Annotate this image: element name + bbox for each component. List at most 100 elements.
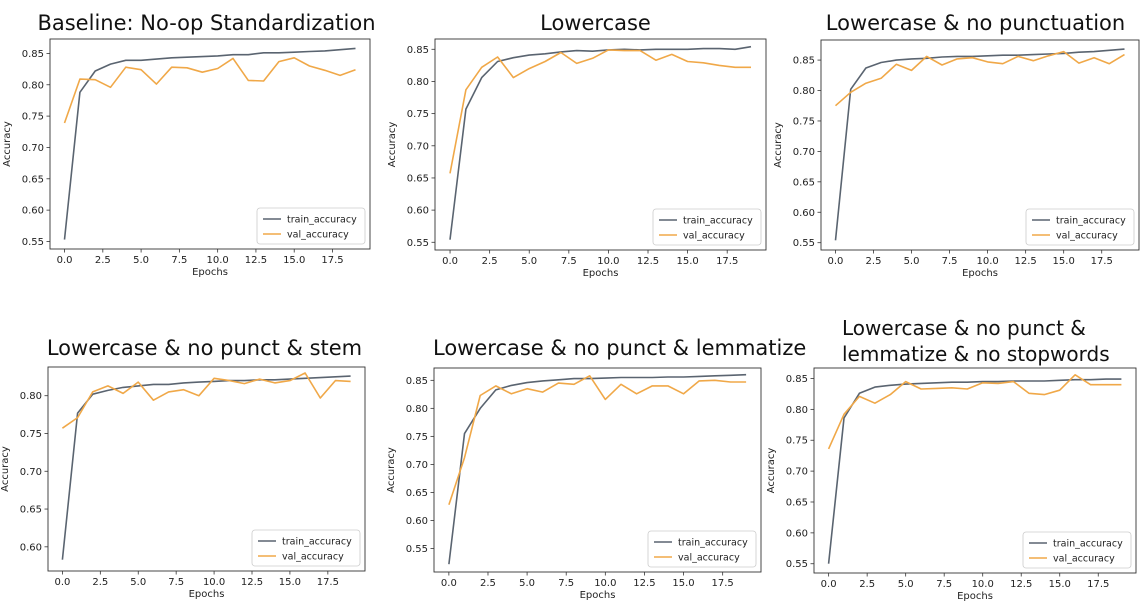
- y-tick-label: 0.80: [22, 80, 44, 91]
- x-tick-label: 15.0: [1049, 579, 1071, 590]
- y-tick-label: 0.55: [793, 238, 815, 249]
- y-tick-label: 0.75: [20, 429, 42, 440]
- chart-title: Lowercase & no punct & lemmatize & no st…: [842, 315, 1143, 367]
- chart-title: Lowercase & no punct & lemmatize: [433, 336, 807, 360]
- y-tick-label: 0.55: [407, 238, 429, 249]
- y-tick-label: 0.60: [786, 528, 808, 539]
- x-tick-label: 12.5: [241, 577, 263, 588]
- x-axis-label: Epochs: [189, 589, 225, 600]
- y-tick-label: 0.70: [793, 147, 815, 158]
- x-tick-label: 10.0: [976, 256, 998, 267]
- x-tick-label: 5.0: [898, 579, 914, 590]
- legend-box: [652, 208, 762, 246]
- y-tick-label: 0.75: [22, 112, 44, 123]
- y-tick-label: 0.70: [407, 141, 429, 152]
- legend-label: val_accuracy: [678, 553, 740, 564]
- y-tick-label: 0.70: [406, 460, 428, 471]
- x-tick-label: 17.5: [1091, 256, 1113, 267]
- legend-label: train_accuracy: [1053, 539, 1123, 550]
- y-tick-label: 0.75: [406, 432, 428, 443]
- chart-panel-stem: Lowercase & no punct & stem 0.0 2.5 5.0 7.5…: [0, 300, 381, 615]
- x-tick-label: 2.5: [482, 256, 498, 267]
- x-tick-label: 0.0: [828, 256, 844, 267]
- x-tick-label: 7.5: [558, 578, 574, 589]
- x-axis-label: Epochs: [580, 590, 616, 601]
- x-tick-label: 5.0: [130, 577, 146, 588]
- x-tick-label: 2.5: [480, 578, 496, 589]
- y-tick-label: 0.55: [786, 559, 808, 570]
- series-line-train-accuracy: [448, 373, 747, 565]
- chart-svg: 0.0 2.5 5.0 7.5 10.0 12.5 15.0 17.5 0.55 0.60 0.65…: [766, 367, 1137, 602]
- y-tick-label: 0.60: [406, 516, 428, 527]
- y-tick-label: 0.85: [407, 45, 429, 56]
- x-tick-label: 17.5: [712, 578, 734, 589]
- y-tick-label: 0.70: [20, 467, 42, 478]
- legend-box: [256, 207, 366, 245]
- chart-svg: 0.0 2.5 5.0 7.5 10.0 12.5 15.0 17.5 0.60 0.65 0.70…: [0, 366, 366, 600]
- chart-panel-lemmatize: Lowercase & no punct & lemmatize 0.0 2.5 5…: [381, 300, 807, 615]
- x-tick-label: 2.5: [95, 255, 111, 266]
- legend-label: val_accuracy: [282, 552, 344, 563]
- plot-frame: [813, 367, 1137, 574]
- x-tick-label: 10.0: [597, 256, 619, 267]
- x-tick-label: 15.0: [676, 256, 698, 267]
- x-axis-label: Epochs: [192, 267, 228, 278]
- series-line-val-accuracy: [834, 50, 1125, 107]
- legend-box: [1022, 531, 1132, 569]
- x-tick-label: 2.5: [92, 577, 108, 588]
- legend-box: [647, 530, 757, 568]
- y-tick-label: 0.85: [406, 376, 428, 387]
- chart-title: Lowercase & no punctuation: [825, 11, 1126, 35]
- y-tick-label: 0.80: [407, 77, 429, 88]
- y-axis-label: Accuracy: [387, 122, 398, 168]
- y-tick-label: 0.55: [406, 544, 428, 555]
- y-tick-label: 0.65: [407, 173, 429, 184]
- y-tick-label: 0.65: [20, 505, 42, 516]
- y-tick-label: 0.60: [407, 206, 429, 217]
- plot-frame: [49, 38, 371, 250]
- chart-panel-no-punctuation: Lowercase & no punctuation 0.0 2.5 5.0 7.5 1…: [762, 0, 1143, 300]
- plot-frame: [433, 367, 762, 573]
- x-axis-label: Epochs: [583, 268, 619, 279]
- series-line-val-accuracy: [61, 372, 351, 429]
- chart-title: Lowercase: [540, 11, 651, 35]
- series-line-train-accuracy: [834, 48, 1125, 241]
- x-axis-label: Epochs: [962, 268, 998, 279]
- y-tick-label: 0.75: [786, 436, 808, 447]
- y-tick-label: 0.70: [786, 467, 808, 478]
- y-tick-label: 0.80: [406, 404, 428, 415]
- x-tick-label: 0.0: [442, 256, 458, 267]
- x-tick-label: 12.5: [633, 578, 655, 589]
- x-tick-label: 17.5: [1087, 579, 1109, 590]
- y-tick-label: 0.65: [786, 497, 808, 508]
- x-tick-label: 10.0: [594, 578, 616, 589]
- series-line-val-accuracy: [449, 49, 751, 174]
- chart-svg: 0.0 2.5 5.0 7.5 10.0 12.5 15.0 17.5 0.55 0.60 0.65…: [387, 38, 767, 279]
- legend-label: val_accuracy: [683, 231, 745, 242]
- chart-title-line1: Lowercase & no punct &: [842, 316, 1086, 340]
- chart-panel-baseline: Baseline: No-op Standardization 0.0 2.5 5.…: [0, 0, 381, 300]
- chart-title-line2: lemmatize & no stopwords: [842, 342, 1110, 366]
- y-tick-label: 0.60: [20, 542, 42, 553]
- y-tick-label: 0.85: [793, 56, 815, 67]
- x-tick-label: 10.0: [207, 255, 229, 266]
- x-tick-label: 7.5: [942, 256, 958, 267]
- x-tick-label: 0.0: [57, 255, 73, 266]
- x-tick-label: 15.0: [1053, 256, 1075, 267]
- y-axis-label: Accuracy: [2, 121, 13, 167]
- x-axis-label: Epochs: [957, 591, 993, 602]
- x-tick-label: 0.0: [441, 578, 457, 589]
- series-line-val-accuracy: [827, 374, 1122, 450]
- legend-label: train_accuracy: [282, 537, 352, 548]
- series-line-train-accuracy: [61, 375, 351, 560]
- chart-svg: 0.0 2.5 5.0 7.5 10.0 12.5 15.0 17.5 0.55 0.60 0.65…: [773, 39, 1140, 279]
- chart-panel-lowercase: Lowercase 0.0 2.5 5.0 7.5 10.0 12.5 15.0 17.5 0.…: [381, 0, 767, 300]
- plot-frame: [434, 38, 767, 251]
- y-tick-label: 0.65: [406, 488, 428, 499]
- series-line-train-accuracy: [63, 47, 356, 240]
- y-axis-label: Accuracy: [386, 447, 397, 493]
- y-tick-label: 0.65: [22, 174, 44, 185]
- y-tick-label: 0.70: [22, 143, 44, 154]
- x-tick-label: 17.5: [317, 577, 339, 588]
- legend-label: train_accuracy: [1056, 216, 1126, 227]
